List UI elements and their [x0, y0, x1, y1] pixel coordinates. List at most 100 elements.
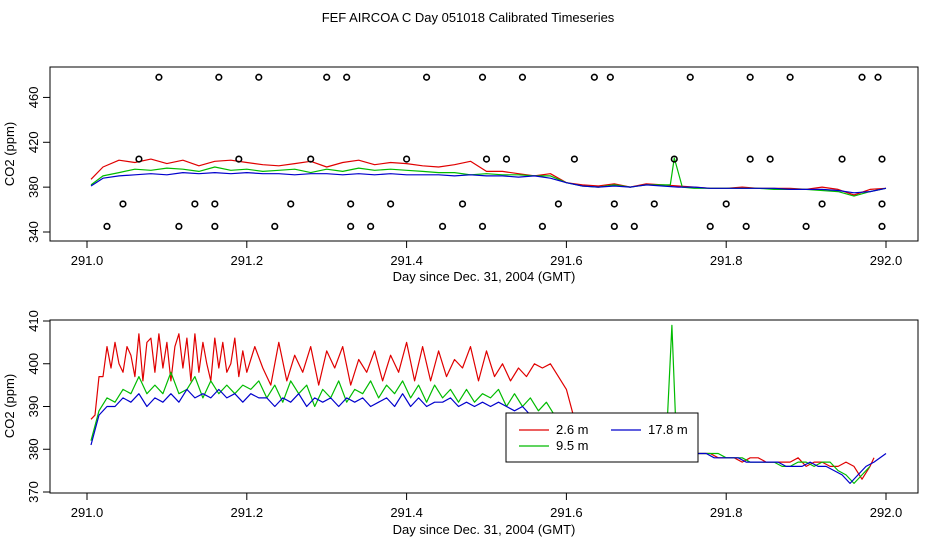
top-flag-point — [347, 222, 355, 230]
top-flag-point — [742, 222, 750, 230]
top-flag-point — [650, 200, 658, 208]
top-x-tick-label: 291.4 — [390, 253, 423, 268]
bottom-series-17-8-m — [90, 388, 887, 484]
bottom-chart-x-axis-label: Day since Dec. 31, 2004 (GMT) — [393, 522, 576, 537]
top-flag-point — [746, 73, 754, 81]
top-y-tick-label: 420 — [26, 131, 41, 153]
figure-title: FEF AIRCOA C Day 051018 Calibrated Times… — [322, 10, 615, 25]
top-flag-point — [630, 222, 638, 230]
legend-label-17-8m: 17.8 m — [648, 422, 688, 437]
top-flag-point — [590, 73, 598, 81]
top-chart-y-axis: 340 380 420 460 — [26, 87, 50, 243]
top-flag-point — [610, 222, 618, 230]
top-y-tick-label: 380 — [26, 176, 41, 198]
top-flag-point — [387, 200, 395, 208]
top-flag-point — [878, 222, 886, 230]
top-flag-point — [458, 200, 467, 208]
top-flag-point — [746, 155, 754, 163]
top-chart-x-axis: 291.0 291.2 291.4 291.6 291.8 292.0 — [71, 241, 903, 268]
top-flag-point — [802, 222, 810, 230]
top-flag-point — [135, 155, 143, 163]
top-flag-point — [343, 73, 351, 81]
legend-label-9-5m: 9.5 m — [556, 438, 589, 453]
top-flag-point — [271, 222, 279, 230]
top-flag-point — [818, 200, 826, 208]
top-flag-point — [478, 73, 487, 81]
top-flag-point — [766, 155, 774, 163]
top-flag-point — [307, 155, 315, 163]
top-x-tick-label: 292.0 — [870, 253, 903, 268]
top-series-17-8-m — [90, 172, 887, 194]
top-flag-point — [287, 200, 295, 208]
top-flag-point — [438, 222, 447, 230]
bottom-series-9-5-m — [90, 324, 871, 484]
bottom-chart-y-axis: 370 380 390 400 410 — [26, 310, 50, 503]
top-flag-point — [786, 73, 794, 81]
bottom-x-tick-label: 291.6 — [550, 505, 583, 520]
top-flag-point — [606, 73, 614, 81]
top-flag-point — [323, 73, 331, 81]
top-flag-point — [838, 155, 846, 163]
top-x-tick-label: 291.2 — [231, 253, 264, 268]
top-flag-point — [554, 200, 563, 208]
bottom-y-tick-label: 410 — [26, 310, 41, 332]
top-flag-point — [670, 155, 678, 163]
top-flag-point — [347, 200, 355, 208]
top-flag-point — [858, 73, 866, 81]
bottom-y-tick-label: 370 — [26, 481, 41, 503]
top-flag-point — [211, 222, 219, 230]
top-flag-point — [686, 73, 694, 81]
top-flag-point — [482, 155, 491, 163]
legend-label-2-6m: 2.6 m — [556, 422, 589, 437]
bottom-chart-plot-area — [90, 324, 887, 484]
top-x-tick-label: 291.6 — [550, 253, 583, 268]
top-flag-point — [255, 73, 263, 81]
top-flag-point — [878, 155, 886, 163]
top-flag-point — [478, 222, 487, 230]
top-y-tick-label: 460 — [26, 87, 41, 109]
bottom-x-tick-label: 291.2 — [231, 505, 264, 520]
bottom-chart: 291.0 291.2 291.4 291.6 291.8 292.0 370 380 390… — [2, 310, 919, 537]
top-y-tick-label: 340 — [26, 221, 41, 243]
top-flag-point — [706, 222, 714, 230]
bottom-chart-y-axis-label: CO2 (ppm) — [2, 374, 17, 438]
top-series-2-6-m — [90, 158, 887, 196]
top-flag-point — [403, 155, 411, 163]
top-flag-point — [874, 73, 882, 81]
top-flag-point — [610, 200, 618, 208]
top-flag-point — [422, 73, 431, 81]
top-flag-point — [175, 222, 183, 230]
bottom-x-tick-label: 292.0 — [870, 505, 903, 520]
bottom-x-tick-label: 291.8 — [710, 505, 743, 520]
bottom-x-tick-label: 291.0 — [71, 505, 104, 520]
bottom-y-tick-label: 380 — [26, 438, 41, 460]
top-flag-point — [215, 73, 223, 81]
top-x-tick-label: 291.8 — [710, 253, 743, 268]
top-flag-point — [235, 155, 243, 163]
top-flag-point — [722, 200, 730, 208]
bottom-y-tick-label: 400 — [26, 353, 41, 375]
bottom-x-tick-label: 291.4 — [390, 505, 423, 520]
top-flag-point — [502, 155, 511, 163]
legend: 2.6 m 9.5 m 17.8 m — [505, 412, 699, 463]
bottom-series-2-6-m — [90, 333, 875, 480]
top-chart-x-axis-label: Day since Dec. 31, 2004 (GMT) — [393, 269, 576, 284]
top-flag-point — [538, 222, 547, 230]
top-flag-point — [570, 155, 578, 163]
top-series-9-5-m — [90, 157, 887, 197]
bottom-chart-x-axis: 291.0 291.2 291.4 291.6 291.8 292.0 — [71, 493, 903, 520]
top-flag-point — [103, 222, 111, 230]
legend-box — [505, 412, 699, 463]
top-flag-point — [191, 200, 199, 208]
top-chart-frame — [49, 66, 919, 242]
top-flag-point — [211, 200, 219, 208]
top-flag-point — [518, 73, 527, 81]
top-flag-point — [367, 222, 375, 230]
top-flag-point — [155, 73, 163, 81]
top-chart-plot-area — [90, 73, 887, 230]
top-x-tick-label: 291.0 — [71, 253, 104, 268]
top-flag-point — [119, 200, 127, 208]
top-flag-point — [878, 200, 886, 208]
top-chart: 291.0 291.2 291.4 291.6 291.8 292.0 340 380 420… — [2, 66, 919, 284]
